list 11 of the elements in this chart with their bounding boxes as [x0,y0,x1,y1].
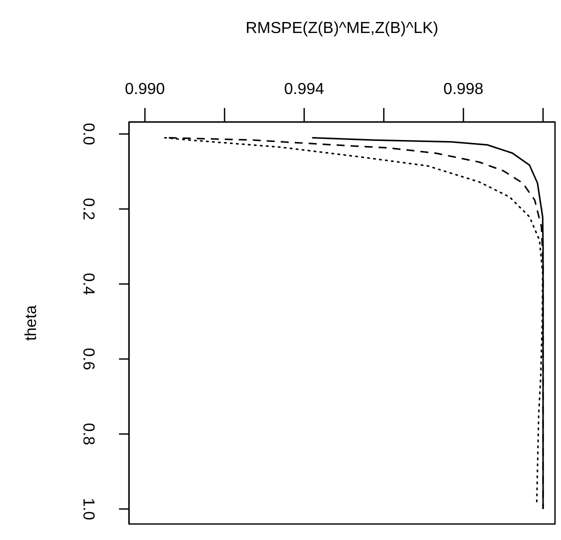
y-tick-label: 0.6 [80,348,97,370]
x-tick-label: 0.994 [284,81,324,98]
y-tick-label: 0.0 [80,122,97,146]
y-tick-label: 0.4 [80,272,97,296]
y-axis-title: theta [23,305,40,341]
x-tick-label: 0.990 [124,81,166,98]
y-tick-label: 1.0 [80,498,97,520]
y-tick-label: 0.2 [80,198,97,220]
y-tick-label: 0.8 [80,422,97,446]
x-tick-label: 0.998 [443,81,484,98]
x-axis-title: RMSPE(Z(B)^ME,Z(B)^LK) [246,20,438,37]
